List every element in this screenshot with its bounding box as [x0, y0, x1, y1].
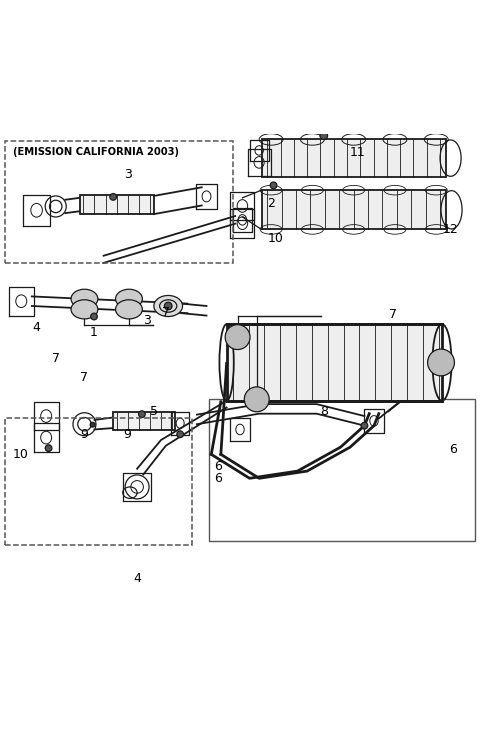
Text: 9: 9: [123, 427, 132, 441]
Text: 10: 10: [13, 448, 29, 461]
Text: 5: 5: [150, 405, 158, 418]
Ellipse shape: [139, 411, 145, 418]
Text: 8: 8: [320, 405, 328, 418]
Ellipse shape: [91, 313, 97, 320]
Ellipse shape: [361, 422, 368, 429]
Ellipse shape: [177, 431, 183, 438]
Ellipse shape: [320, 132, 327, 140]
Ellipse shape: [45, 445, 52, 451]
Ellipse shape: [116, 289, 143, 308]
Bar: [227, 325, 442, 401]
Ellipse shape: [110, 193, 117, 200]
Text: 11: 11: [349, 146, 365, 160]
Text: 6: 6: [449, 443, 457, 456]
Ellipse shape: [164, 302, 172, 310]
Bar: [80, 195, 154, 214]
Text: 6: 6: [215, 460, 222, 473]
Ellipse shape: [71, 289, 98, 308]
Text: 12: 12: [443, 223, 458, 236]
Ellipse shape: [225, 325, 250, 350]
Text: 7: 7: [162, 306, 170, 319]
Ellipse shape: [244, 387, 269, 412]
Text: 2: 2: [267, 197, 275, 210]
Ellipse shape: [154, 295, 182, 316]
Text: 7: 7: [52, 352, 60, 365]
Ellipse shape: [71, 300, 98, 319]
Text: 10: 10: [268, 231, 284, 245]
Text: 7: 7: [389, 308, 397, 321]
Bar: [262, 140, 446, 177]
Ellipse shape: [428, 349, 455, 376]
Ellipse shape: [270, 182, 277, 189]
Text: (EMISSION CALIFORNIA 2003): (EMISSION CALIFORNIA 2003): [12, 147, 179, 157]
Ellipse shape: [90, 422, 95, 427]
Text: 1: 1: [90, 326, 98, 339]
Bar: [209, 399, 475, 541]
Bar: [262, 190, 446, 230]
Ellipse shape: [116, 300, 143, 319]
Text: 4: 4: [33, 321, 40, 334]
Text: 3: 3: [123, 168, 132, 181]
Text: 6: 6: [215, 471, 222, 485]
Text: 4: 4: [133, 572, 141, 586]
Text: 7: 7: [81, 372, 88, 384]
Text: 3: 3: [143, 314, 151, 327]
Text: 9: 9: [81, 427, 88, 441]
Bar: [113, 413, 175, 430]
